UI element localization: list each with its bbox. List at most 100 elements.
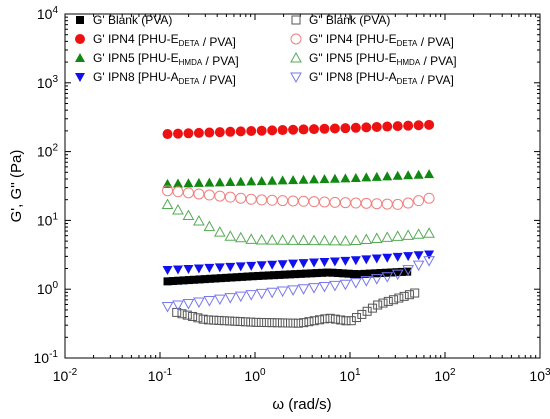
data-point bbox=[183, 264, 194, 274]
data-point bbox=[278, 318, 288, 328]
data-point bbox=[288, 259, 299, 269]
data-point bbox=[266, 287, 278, 299]
data-point bbox=[299, 318, 309, 328]
data-point bbox=[328, 268, 337, 277]
data-point bbox=[402, 197, 414, 209]
series-1 bbox=[162, 119, 435, 140]
data-point bbox=[238, 272, 247, 281]
data-point bbox=[320, 314, 330, 324]
data-point bbox=[214, 190, 226, 202]
legend-item: G' IPN8 [PHU-ADETA / PVA] bbox=[75, 70, 236, 87]
legend-marker bbox=[291, 15, 301, 25]
data-point bbox=[211, 274, 220, 283]
data-point bbox=[203, 189, 215, 201]
data-point bbox=[272, 318, 282, 328]
data-point bbox=[235, 192, 247, 204]
legend-label: G" IPN8 [PHU-ADETA / PVA] bbox=[309, 70, 454, 87]
data-point bbox=[255, 288, 268, 300]
data-point bbox=[370, 274, 383, 285]
data-point bbox=[288, 318, 298, 328]
data-point bbox=[423, 256, 435, 267]
series-6 bbox=[161, 198, 435, 246]
data-point bbox=[183, 178, 194, 188]
data-point bbox=[214, 177, 225, 187]
legend-marker bbox=[75, 73, 85, 82]
data-point bbox=[193, 177, 204, 187]
data-point bbox=[402, 229, 415, 240]
data-point bbox=[267, 318, 277, 328]
data-point bbox=[214, 315, 224, 325]
y-axis-title: G', G'' (Pa) bbox=[8, 150, 25, 223]
data-point bbox=[382, 171, 393, 181]
data-point bbox=[182, 310, 192, 320]
data-point bbox=[383, 296, 393, 306]
y-tick-label: 104 bbox=[37, 5, 59, 22]
data-point bbox=[319, 123, 330, 134]
data-point bbox=[203, 296, 216, 307]
data-point bbox=[195, 275, 204, 284]
data-point bbox=[403, 120, 414, 131]
data-point bbox=[361, 255, 372, 265]
data-point bbox=[277, 125, 288, 136]
data-point bbox=[423, 227, 435, 238]
data-point bbox=[162, 178, 173, 188]
data-point bbox=[330, 314, 340, 324]
data-point bbox=[225, 177, 236, 187]
data-point bbox=[350, 172, 361, 182]
data-point bbox=[423, 192, 435, 204]
data-point bbox=[203, 220, 216, 232]
data-point bbox=[371, 171, 382, 181]
data-point bbox=[172, 128, 183, 139]
axis-ticks bbox=[64, 14, 540, 359]
data-point bbox=[188, 311, 198, 321]
legend-item: G' IPN5 [PHU-EHMDA / PVA] bbox=[75, 51, 239, 68]
data-point bbox=[340, 173, 351, 183]
data-point bbox=[329, 280, 341, 292]
data-point bbox=[204, 263, 215, 273]
y-tick-label: 100 bbox=[37, 280, 59, 297]
legend-label: G' IPN5 [PHU-EHMDA / PVA] bbox=[93, 51, 239, 68]
legend-item: G" IPN5 [PHU-EHMDA / PVA] bbox=[290, 51, 457, 68]
data-point bbox=[234, 291, 247, 303]
data-point bbox=[392, 121, 403, 132]
data-point bbox=[227, 273, 236, 282]
data-point bbox=[193, 127, 204, 138]
data-point bbox=[341, 316, 351, 326]
data-point bbox=[298, 174, 309, 184]
data-point bbox=[424, 119, 435, 130]
data-point bbox=[296, 269, 305, 278]
data-point bbox=[339, 235, 352, 246]
data-point bbox=[413, 251, 424, 261]
legend-label: G' IPN8 [PHU-ADETA / PVA] bbox=[93, 70, 236, 87]
data-point bbox=[174, 276, 183, 285]
data-point bbox=[367, 303, 377, 313]
data-point bbox=[288, 175, 299, 185]
data-point bbox=[315, 315, 325, 325]
data-point bbox=[204, 177, 215, 187]
legend-item: G" IPN4 [PHU-EDETA / PVA] bbox=[290, 32, 454, 49]
data-point bbox=[172, 265, 183, 275]
data-point bbox=[378, 298, 388, 308]
data-point bbox=[361, 172, 372, 182]
data-point bbox=[246, 126, 257, 137]
data-point bbox=[248, 272, 257, 281]
data-point bbox=[361, 122, 372, 133]
data-point bbox=[391, 269, 404, 281]
series-0 bbox=[163, 267, 412, 286]
data-point bbox=[190, 275, 199, 284]
data-point bbox=[312, 269, 321, 278]
data-point bbox=[319, 257, 330, 267]
legend-marker bbox=[75, 34, 85, 44]
data-point bbox=[308, 258, 319, 268]
data-point bbox=[254, 271, 263, 280]
data-point bbox=[235, 317, 245, 327]
data-point bbox=[370, 232, 383, 243]
data-point bbox=[266, 234, 278, 245]
data-point bbox=[352, 313, 362, 323]
data-point bbox=[365, 269, 374, 278]
data-point bbox=[235, 176, 246, 186]
data-point bbox=[280, 270, 289, 279]
data-point bbox=[213, 226, 226, 237]
data-point bbox=[323, 268, 332, 277]
data-point bbox=[297, 234, 310, 246]
